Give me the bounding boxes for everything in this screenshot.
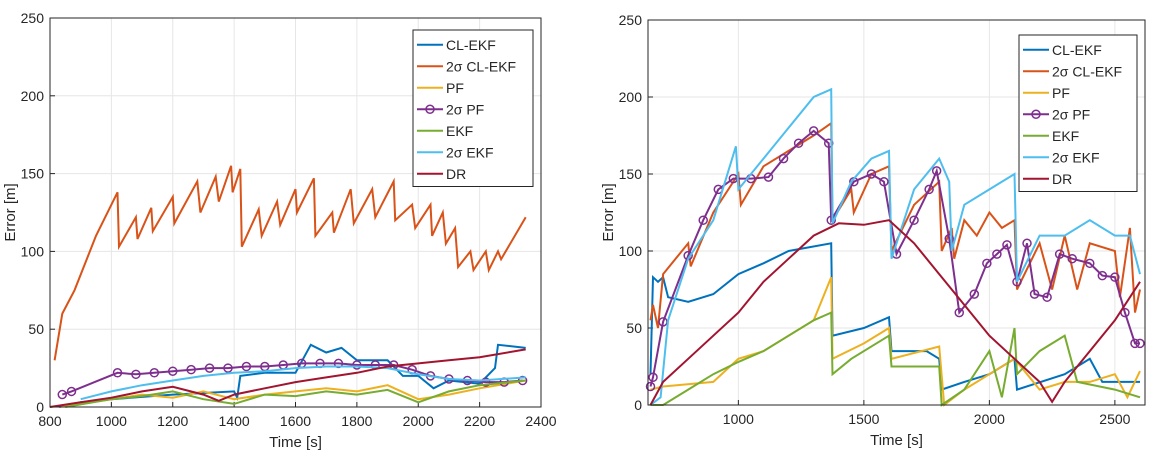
y-tick-label: 100 bbox=[619, 243, 643, 259]
marker bbox=[778, 153, 789, 164]
legend-label: EKF bbox=[1052, 128, 1079, 144]
marker bbox=[954, 307, 965, 318]
y-tick-label: 100 bbox=[21, 243, 45, 259]
marker bbox=[823, 138, 834, 148]
y-tick-label: 250 bbox=[619, 12, 643, 28]
legend-marker bbox=[425, 104, 435, 114]
marker bbox=[186, 364, 196, 375]
marker bbox=[969, 289, 980, 299]
marker bbox=[1054, 249, 1065, 259]
x-tick-label: 2500 bbox=[1099, 411, 1130, 427]
y-tick-label: 0 bbox=[634, 397, 642, 413]
marker bbox=[57, 389, 68, 400]
y-tick-label: 50 bbox=[28, 321, 44, 337]
series-line bbox=[650, 311, 1141, 407]
x-tick-label: 2000 bbox=[974, 411, 1005, 427]
marker bbox=[1042, 292, 1052, 302]
marker bbox=[944, 233, 954, 244]
series-line bbox=[649, 219, 1141, 406]
legend-label: CL-EKF bbox=[1052, 42, 1102, 58]
x-axis-label: Time [s] bbox=[269, 434, 322, 451]
series-line bbox=[649, 87, 1141, 406]
y-tick-label: 50 bbox=[626, 320, 642, 336]
y-tick-label: 150 bbox=[619, 166, 643, 182]
marker bbox=[1022, 238, 1032, 249]
marker bbox=[982, 258, 992, 269]
marker bbox=[645, 381, 656, 392]
marker bbox=[931, 166, 942, 176]
y-axis-label: Error [m] bbox=[2, 183, 19, 241]
marker bbox=[1067, 253, 1077, 264]
marker bbox=[879, 176, 889, 187]
marker bbox=[481, 377, 491, 387]
legend-label: 2σ PF bbox=[1052, 106, 1090, 122]
marker bbox=[793, 138, 804, 148]
series-line bbox=[65, 379, 526, 408]
marker bbox=[1135, 338, 1145, 349]
series-line bbox=[49, 348, 526, 408]
legend-marker bbox=[1031, 109, 1041, 119]
legend-label: EKF bbox=[446, 123, 473, 139]
marker bbox=[204, 363, 215, 373]
legend-label: DR bbox=[1052, 171, 1072, 187]
marker bbox=[826, 215, 836, 225]
legend-label: DR bbox=[446, 166, 466, 182]
marker bbox=[1110, 272, 1120, 282]
y-axis-label: Error [m] bbox=[600, 183, 617, 241]
legend-label: 2σ EKF bbox=[446, 144, 494, 160]
legend-label: 2σ EKF bbox=[1052, 149, 1100, 165]
marker bbox=[648, 372, 658, 383]
y-tick-label: 0 bbox=[36, 399, 44, 415]
y-tick-label: 250 bbox=[21, 10, 45, 26]
marker bbox=[352, 360, 362, 370]
marker bbox=[992, 249, 1002, 259]
x-tick-label: 1400 bbox=[219, 413, 250, 429]
marker bbox=[112, 368, 123, 378]
y-tick-label: 200 bbox=[619, 89, 643, 105]
x-axis-label: Time [s] bbox=[870, 432, 923, 449]
marker bbox=[168, 366, 178, 376]
marker bbox=[66, 386, 77, 397]
x-tick-label: 1200 bbox=[157, 413, 188, 429]
x-tick-label: 1000 bbox=[96, 413, 127, 429]
legend-label: 2σ PF bbox=[446, 101, 484, 117]
marker bbox=[924, 184, 934, 195]
marker bbox=[1029, 289, 1040, 299]
marker bbox=[698, 215, 708, 225]
marker bbox=[131, 369, 141, 380]
marker bbox=[241, 361, 252, 372]
marker bbox=[866, 169, 877, 179]
legend-label: 2σ CL-EKF bbox=[446, 58, 516, 74]
series-line bbox=[80, 365, 526, 401]
marker bbox=[223, 363, 233, 373]
marker bbox=[763, 172, 774, 182]
x-tick-label: 1500 bbox=[848, 411, 879, 427]
marker bbox=[1097, 270, 1108, 281]
y-tick-label: 150 bbox=[21, 166, 45, 182]
x-tick-label: 1000 bbox=[723, 411, 754, 427]
legend-label: PF bbox=[446, 80, 464, 96]
y-tick-label: 200 bbox=[21, 88, 45, 104]
legend-label: 2σ CL-EKF bbox=[1052, 63, 1122, 79]
legend-label: CL-EKF bbox=[446, 37, 496, 53]
marker bbox=[1002, 240, 1012, 250]
marker bbox=[1085, 258, 1095, 269]
x-tick-label: 800 bbox=[38, 413, 62, 429]
x-tick-label: 2200 bbox=[464, 413, 495, 429]
x-tick-label: 2000 bbox=[403, 413, 434, 429]
marker bbox=[149, 368, 160, 378]
x-tick-label: 1600 bbox=[280, 413, 311, 429]
marker bbox=[808, 126, 819, 136]
series-line bbox=[53, 165, 527, 361]
axes-box bbox=[49, 17, 542, 408]
marker bbox=[1130, 338, 1140, 349]
axes-box bbox=[647, 19, 1146, 406]
marker bbox=[909, 215, 919, 225]
x-tick-label: 1800 bbox=[341, 413, 372, 429]
x-tick-label: 2400 bbox=[525, 413, 556, 429]
legend-label: PF bbox=[1052, 85, 1070, 101]
